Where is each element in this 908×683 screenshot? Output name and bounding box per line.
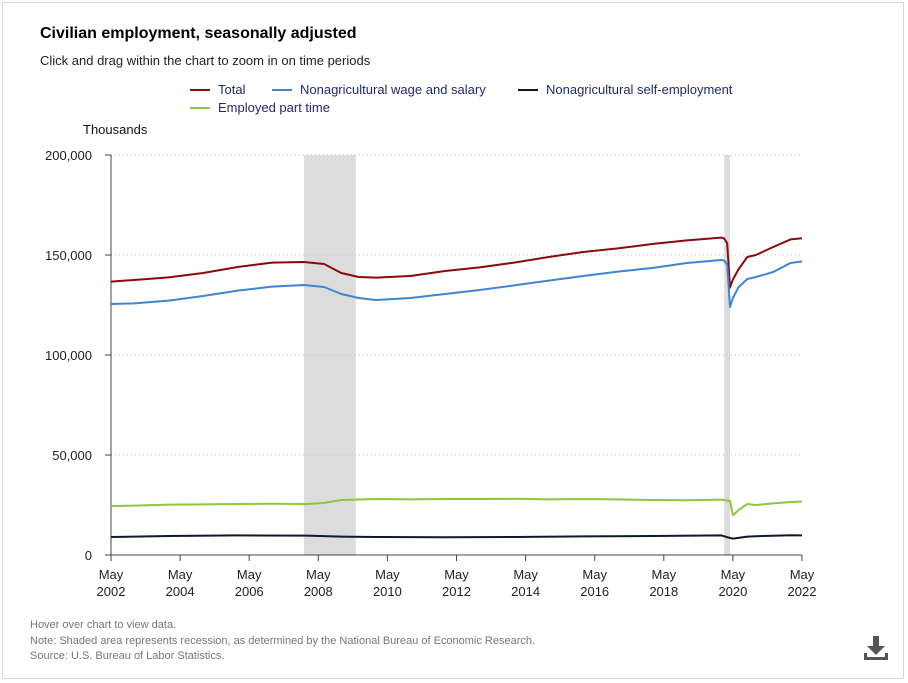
- series-line-employed-part-time[interactable]: [110, 497, 803, 517]
- x-tick-month: May: [790, 567, 815, 582]
- y-tick-label: 100,000: [45, 348, 92, 363]
- x-tick-month: May: [582, 567, 607, 582]
- legend-label-self-employment: Nonagricultural self-employment: [546, 82, 733, 97]
- x-tick-month: May: [168, 567, 193, 582]
- x-tick-year: 2004: [166, 584, 195, 599]
- y-tick-label: 150,000: [45, 248, 92, 263]
- footnotes: Hover over chart to view data. Note: Sha…: [30, 618, 535, 665]
- x-tick-month: May: [721, 567, 746, 582]
- x-tick-month: May: [444, 567, 469, 582]
- y-units-label: Thousands: [83, 122, 148, 137]
- source-note: Source: U.S. Bureau of Labor Statistics.: [30, 650, 225, 662]
- chart-title: Civilian employment, seasonally adjusted: [40, 25, 357, 42]
- legend-swatch-total: [190, 88, 210, 91]
- series-line-nonagricultural-wage-and-salary[interactable]: [110, 259, 803, 308]
- legend-label-total: Total: [218, 82, 246, 97]
- download-button[interactable]: [860, 632, 892, 664]
- legend-label-part-time: Employed part time: [218, 100, 330, 115]
- legend-label-wage-salary: Nonagricultural wage and salary: [300, 82, 486, 97]
- x-tick-month: May: [652, 567, 677, 582]
- x-tick-year: 2018: [649, 584, 678, 599]
- y-tick-label: 50,000: [52, 448, 92, 463]
- x-tick-year: 2016: [580, 584, 609, 599]
- x-tick-year: 2008: [304, 584, 333, 599]
- legend-item-wage-salary[interactable]: Nonagricultural wage and salary: [272, 82, 486, 97]
- x-tick-year: 2002: [97, 584, 126, 599]
- x-tick-month: May: [513, 567, 538, 582]
- legend-swatch-wage-salary: [272, 88, 292, 91]
- chart-subtitle: Click and drag within the chart to zoom …: [40, 53, 371, 68]
- legend-item-part-time[interactable]: Employed part time: [190, 100, 330, 115]
- legend-swatch-self-employment: [518, 88, 538, 91]
- y-tick-label: 0: [85, 548, 92, 563]
- x-tick-month: May: [99, 567, 124, 582]
- y-tick-label: 200,000: [45, 148, 92, 163]
- legend-item-self-employment[interactable]: Nonagricultural self-employment: [518, 82, 732, 97]
- hover-note: Hover over chart to view data.: [30, 619, 177, 631]
- x-tick-month: May: [306, 567, 331, 582]
- x-tick-year: 2010: [373, 584, 402, 599]
- x-tick-month: May: [375, 567, 400, 582]
- x-tick-month: May: [237, 567, 262, 582]
- download-icon: [864, 636, 888, 660]
- x-tick-year: 2020: [718, 584, 747, 599]
- x-tick-year: 2006: [235, 584, 264, 599]
- x-tick-year: 2022: [788, 584, 817, 599]
- x-tick-year: 2014: [511, 584, 540, 599]
- x-tick-year: 2012: [442, 584, 471, 599]
- legend-swatch-part-time: [190, 106, 210, 109]
- legend-item-total[interactable]: Total: [190, 82, 245, 97]
- recession-note: Note: Shaded area represents recession, …: [30, 634, 536, 647]
- series-line-nonagricultural-self-employment[interactable]: [110, 534, 803, 540]
- series-line-total[interactable]: [110, 236, 803, 289]
